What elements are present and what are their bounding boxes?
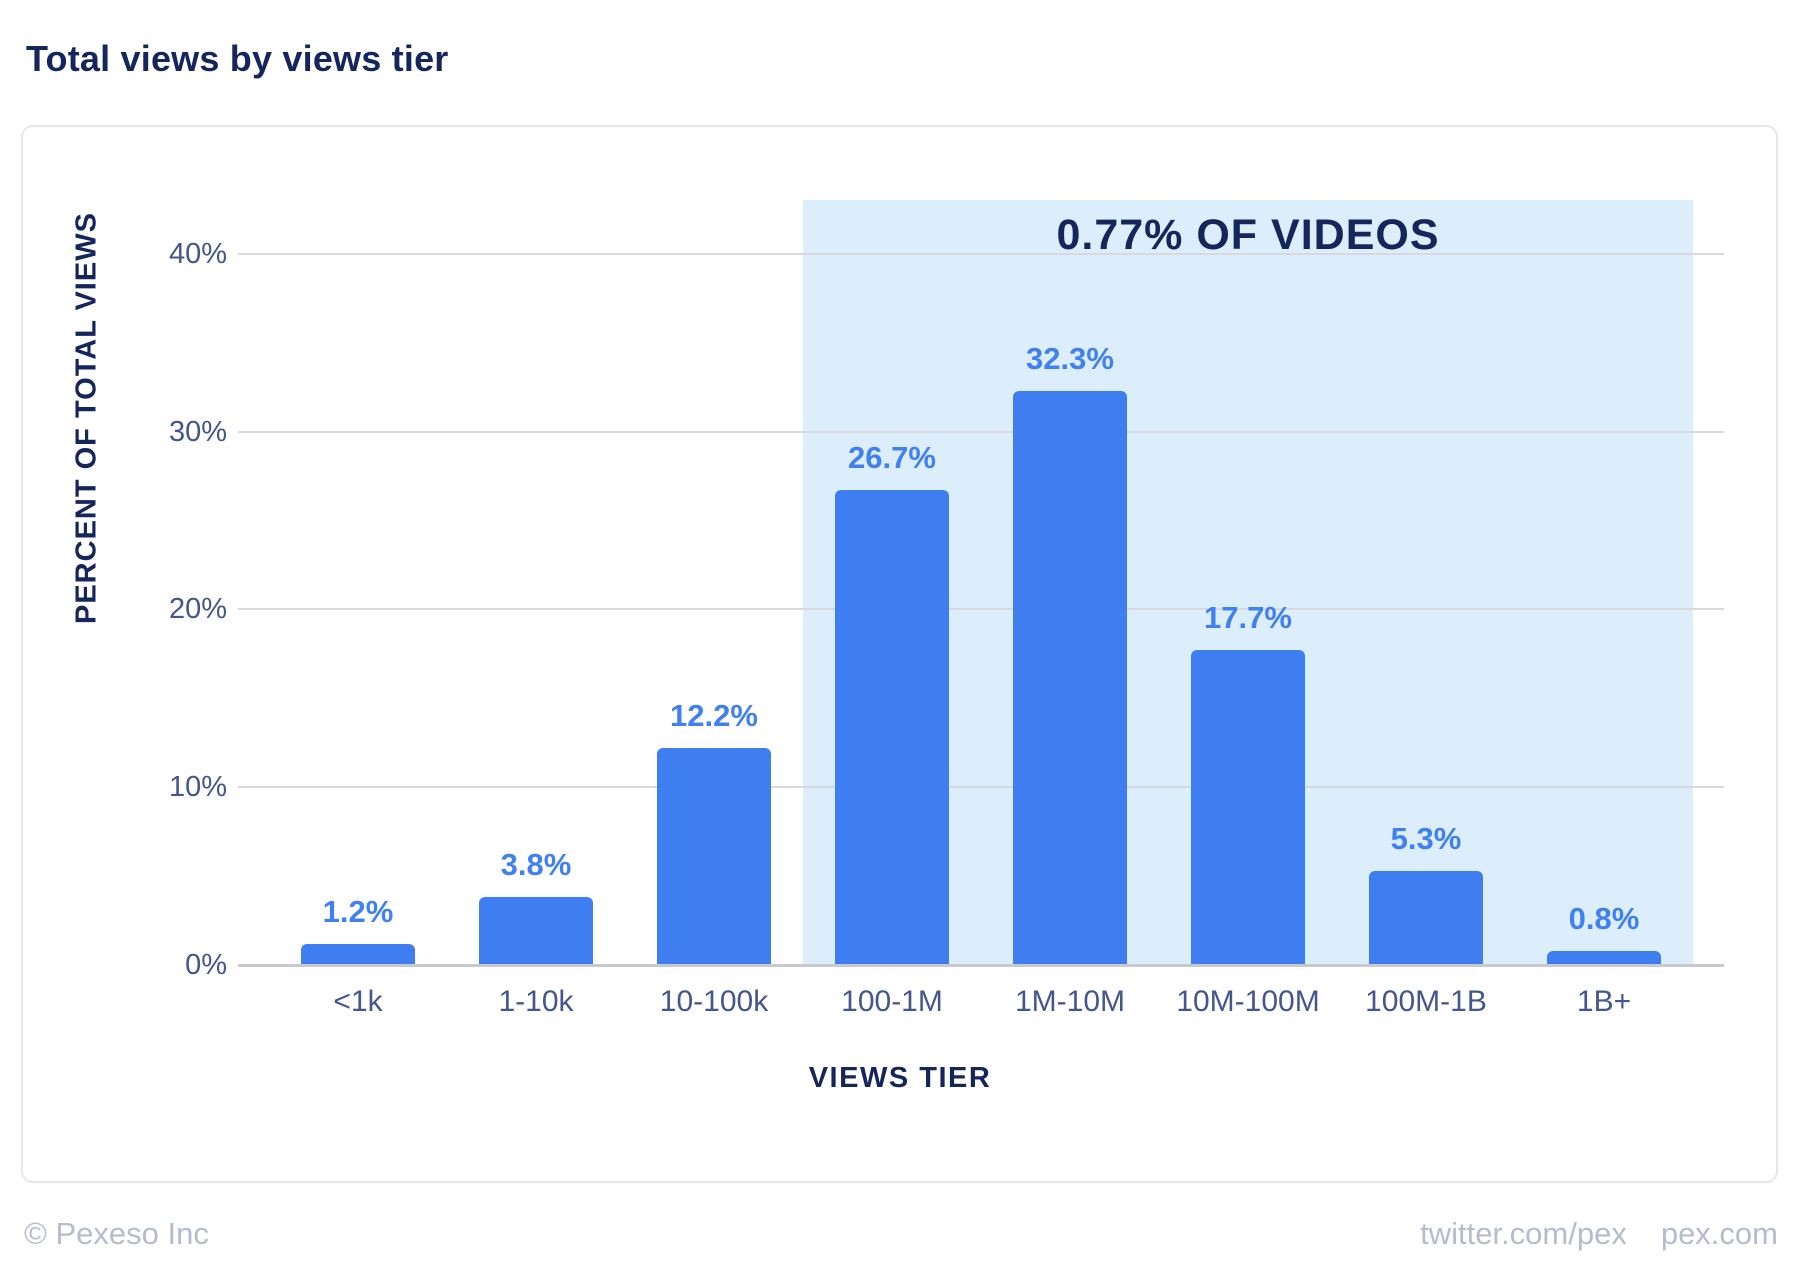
bar-value-label: 0.8% [1568,901,1640,936]
x-axis-title: VIEWS TIER [808,1062,992,1094]
gridline [238,252,1724,255]
chart-card: 0.77% OF VIDEOS 0% 10% 20% 30% 40% 1.2% <1k 3.8… [21,125,1778,1183]
x-tick-label: 1M-10M [1014,985,1126,1018]
footer-links: twitter.com/pex pex.com [1420,1216,1778,1252]
bar [835,490,949,965]
bar [657,748,771,965]
bar-value-label: 1.2% [322,894,394,929]
bar-chart-plot-area: 0.77% OF VIDEOS 0% 10% 20% 30% 40% 1.2% <1k 3.8… [23,127,1776,1181]
footer-link-website: pex.com [1660,1216,1778,1251]
x-tick-label: <1k [333,985,383,1018]
footer-copyright: © Pexeso Inc [24,1216,209,1251]
y-tick-label: 40% [168,237,227,270]
bar-value-label: 26.7% [848,440,936,475]
bar [1369,871,1483,965]
bar-value-label: 17.7% [1204,600,1292,635]
gridline [238,786,1724,789]
bar [1191,650,1305,965]
bar [301,944,415,965]
x-tick-label: 100-1M [841,985,943,1018]
footer-link-twitter: twitter.com/pex [1420,1216,1627,1251]
y-tick-label: 30% [168,415,227,448]
y-tick-label: 10% [168,771,227,804]
gridline [238,430,1724,433]
x-tick-label: 100M-1B [1365,985,1487,1018]
x-tick-label: 10M-100M [1176,985,1320,1018]
gridline [238,608,1724,611]
y-tick-label: 20% [168,593,227,626]
bar-value-label: 32.3% [1026,341,1114,376]
bar [1547,951,1661,965]
x-tick-label: 1-10k [498,985,574,1018]
highlight-annotation: 0.77% OF VIDEOS [1056,211,1440,259]
x-axis-baseline [238,964,1724,967]
bar-value-label: 3.8% [500,847,572,882]
y-tick-label: 0% [185,949,227,981]
x-tick-label: 10-100k [659,985,769,1018]
bar [479,897,593,965]
bar-value-label: 12.2% [670,698,758,733]
x-tick-label: 1B+ [1576,985,1632,1018]
bar-value-label: 5.3% [1390,821,1462,856]
page-title: Total views by views tier [26,38,449,79]
bar [1013,391,1127,965]
